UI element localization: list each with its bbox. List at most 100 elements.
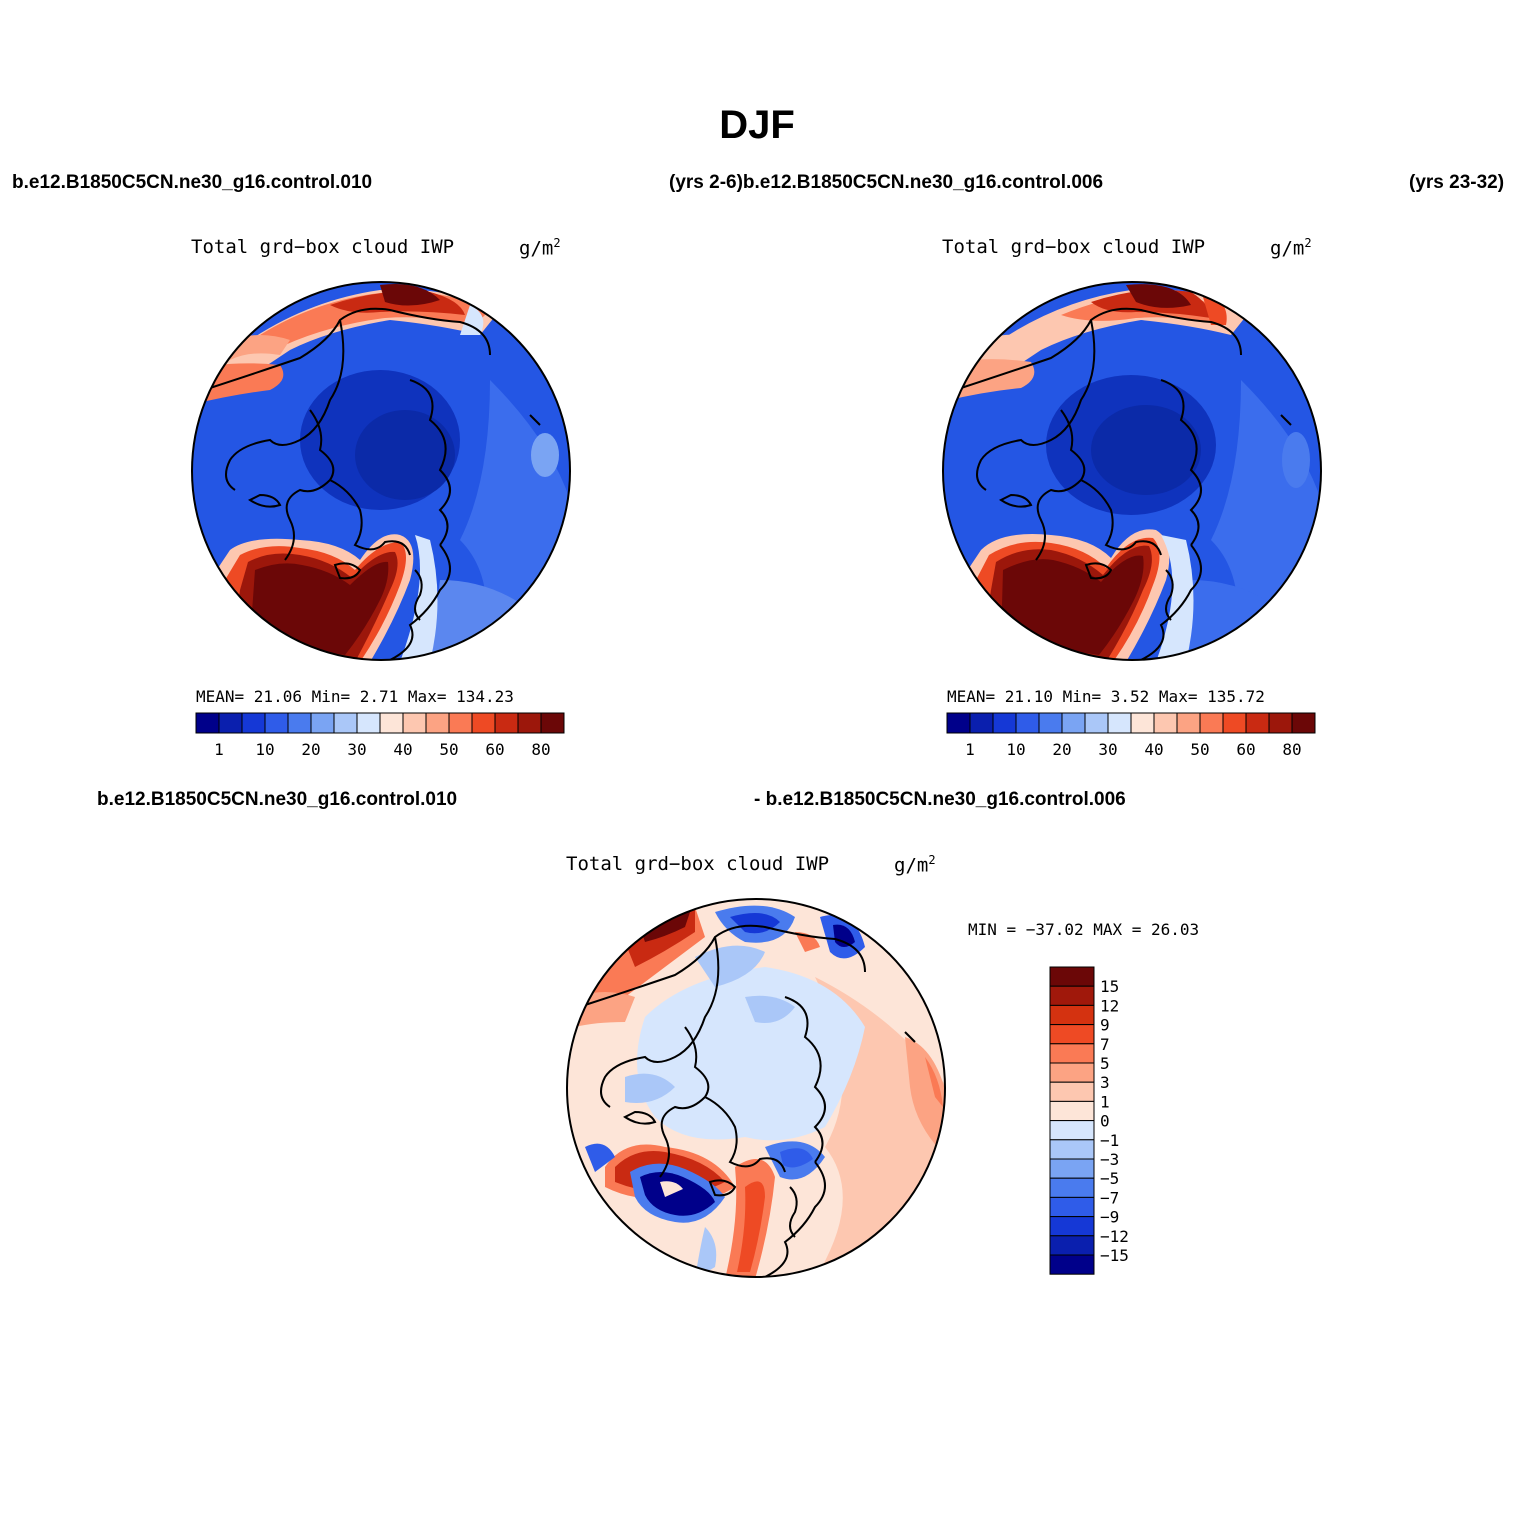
panel1-colorbar-tick-label: 30 <box>347 740 366 759</box>
panel1-colorbar-swatch <box>264 712 289 734</box>
panel3-difference-map <box>566 898 946 1278</box>
panel1-stats: MEAN= 21.06 Min= 2.71 Max= 134.23 <box>196 687 514 706</box>
panel2-stats: MEAN= 21.10 Min= 3.52 Max= 135.72 <box>947 687 1265 706</box>
panel3-colorbar-swatch <box>1049 1235 1095 1256</box>
panel3-colorbar-swatch <box>1049 966 1095 987</box>
panel3-colorbar-tick-label: 12 <box>1100 996 1119 1015</box>
panel2-colorbar-swatch <box>992 712 1017 734</box>
panel3-colorbar-swatch <box>1049 1043 1095 1064</box>
panel3-colorbar-swatch <box>1049 1081 1095 1102</box>
panel2-units: g/m2 <box>1270 236 1312 260</box>
panel3-colorbar-tick-label: 3 <box>1100 1073 1110 1092</box>
panel3-colorbar-swatch <box>1049 985 1095 1006</box>
panel2-colorbar-swatch <box>969 712 994 734</box>
panel2-colorbar-swatch <box>946 712 971 734</box>
panel1-colorbar-swatch <box>356 712 381 734</box>
panel2-colorbar-tick-label: 1 <box>965 740 975 759</box>
panel1-colorbar-tick-label: 10 <box>255 740 274 759</box>
panel2-colorbar-tick-label: 30 <box>1098 740 1117 759</box>
panel2-polar-map <box>942 281 1322 661</box>
panel1-colorbar-tick-label: 80 <box>531 740 550 759</box>
panel2-colorbar-swatch <box>1084 712 1109 734</box>
panel3-minmax: MIN = −37.02 MAX = 26.03 <box>968 920 1200 939</box>
panel3-colorbar-tick-label: −3 <box>1100 1150 1119 1169</box>
panel2-colorbar-swatch <box>1130 712 1155 734</box>
panel2-variable-title: Total grd−box cloud IWP <box>942 236 1206 258</box>
panel2-colorbar-tick-label: 40 <box>1144 740 1163 759</box>
panel1-colorbar-swatch <box>218 712 243 734</box>
panel2-colorbar-swatch <box>1222 712 1247 734</box>
panel2-colorbar-swatch <box>1015 712 1040 734</box>
panel2-colorbar-swatch <box>1107 712 1132 734</box>
panel3-colorbar-swatch <box>1049 1139 1095 1160</box>
diff-case-label-left: b.e12.B1850C5CN.ne30_g16.control.010 <box>97 789 458 810</box>
panel2-colorbar-swatch <box>1245 712 1270 734</box>
panel3-colorbar-tick-label: −1 <box>1100 1131 1119 1150</box>
panel3-colorbar-swatch <box>1049 1158 1095 1179</box>
panel2-colorbar: 1 10 20 30 40 50 60 80 <box>946 712 1316 759</box>
panel2-colorbar-tick-label: 10 <box>1006 740 1025 759</box>
panel3-colorbar-tick-label: 1 <box>1100 1092 1110 1111</box>
panel2-colorbar-tick-label: 60 <box>1236 740 1255 759</box>
panel3-colorbar-tick-label: −9 <box>1100 1208 1119 1227</box>
panel1-colorbar-swatch <box>241 712 266 734</box>
panel1-colorbar-swatch <box>287 712 312 734</box>
panel3-colorbar-tick-label: −5 <box>1100 1169 1119 1188</box>
panel1-colorbar-swatch <box>494 712 519 734</box>
panel1-colorbar-swatch <box>402 712 427 734</box>
figure-title: DJF <box>719 103 795 147</box>
panel3-colorbar-tick-label: 7 <box>1100 1035 1110 1054</box>
panel1-colorbar: 1 10 20 30 40 50 60 80 <box>195 712 565 759</box>
panel1-colorbar-swatch <box>333 712 358 734</box>
panel2-colorbar-tick-label: 80 <box>1282 740 1301 759</box>
panel3-variable-title: Total grd−box cloud IWP <box>566 853 830 875</box>
panel3-colorbar-swatch <box>1049 1254 1095 1275</box>
panel2-colorbar-tick-label: 20 <box>1052 740 1071 759</box>
panel3-colorbar-swatch <box>1049 1177 1095 1198</box>
panel1-colorbar-swatch <box>448 712 473 734</box>
case-label-right-years: (yrs 23-32) <box>1409 172 1505 193</box>
panel2-colorbar-swatch <box>1153 712 1178 734</box>
panel1-colorbar-tick-label: 1 <box>214 740 224 759</box>
panel3-colorbar-swatch <box>1049 1100 1095 1122</box>
diff-case-label-right: - b.e12.B1850C5CN.ne30_g16.control.006 <box>754 789 1126 810</box>
panel2-colorbar-swatch <box>1038 712 1063 734</box>
panel1-variable-title: Total grd−box cloud IWP <box>191 236 455 258</box>
panel1-colorbar-swatch <box>540 712 565 734</box>
panel2-colorbar-swatch <box>1176 712 1201 734</box>
panel1-colorbar-tick-label: 20 <box>301 740 320 759</box>
panel3-colorbar-swatch <box>1049 1216 1095 1237</box>
panel1-colorbar-swatch <box>425 712 450 734</box>
panel3-colorbar-tick-label: 15 <box>1100 977 1119 996</box>
panel3-colorbar-swatch <box>1049 1196 1095 1218</box>
panel3-colorbar-swatch <box>1049 1024 1095 1045</box>
panel3-colorbar-swatch <box>1049 1120 1095 1141</box>
panel3-colorbar-tick-label: 5 <box>1100 1054 1110 1073</box>
panel3-colorbar-tick-label: 9 <box>1100 1016 1110 1035</box>
panel3-colorbar-swatch <box>1049 1062 1095 1083</box>
panel2-colorbar-swatch <box>1291 712 1316 734</box>
panel2-colorbar-tick-label: 50 <box>1190 740 1209 759</box>
panel3-colorbar-swatch <box>1049 1004 1095 1026</box>
panel2-colorbar-swatch <box>1268 712 1293 734</box>
panel3-colorbar-tick-label: 0 <box>1100 1112 1110 1131</box>
panel1-polar-map <box>191 281 571 661</box>
case-label-middle: (yrs 2-6)b.e12.B1850C5CN.ne30_g16.contro… <box>669 172 1104 193</box>
case-label-left: b.e12.B1850C5CN.ne30_g16.control.010 <box>12 172 373 193</box>
panel1-colorbar-tick-label: 50 <box>439 740 458 759</box>
panel2-colorbar-swatch <box>1061 712 1086 734</box>
panel1-colorbar-swatch <box>517 712 542 734</box>
panel2-colorbar-swatch <box>1199 712 1224 734</box>
panel1-colorbar-swatch <box>379 712 404 734</box>
panel3-colorbar-tick-label: −12 <box>1100 1227 1129 1246</box>
panel3-colorbar-tick-label: −15 <box>1100 1246 1129 1265</box>
panel3-colorbar-tick-label: −7 <box>1100 1188 1119 1207</box>
panel1-colorbar-tick-label: 40 <box>393 740 412 759</box>
panel1-colorbar-swatch <box>195 712 220 734</box>
panel1-units: g/m2 <box>519 236 561 260</box>
panel3-units: g/m2 <box>894 853 936 877</box>
panel1-colorbar-tick-label: 60 <box>485 740 504 759</box>
panel1-colorbar-swatch <box>310 712 335 734</box>
panel1-colorbar-swatch <box>471 712 496 734</box>
